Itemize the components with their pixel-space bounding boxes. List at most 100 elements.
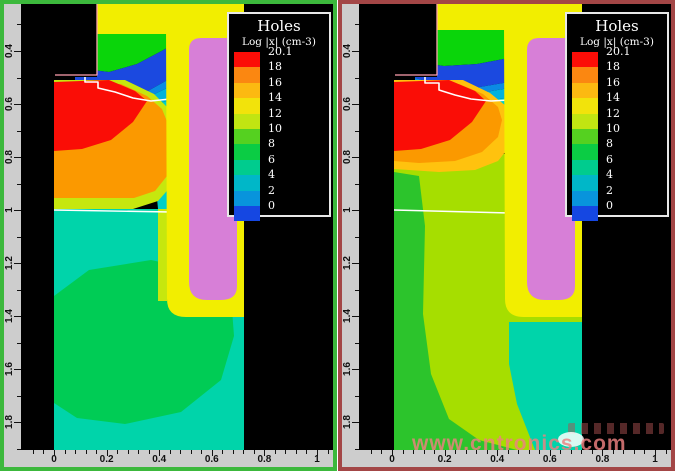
- x-tick: [602, 450, 604, 456]
- legend-swatch: [572, 190, 598, 206]
- legend-value: 12: [268, 106, 282, 120]
- y-tick-label: 1.8: [342, 415, 353, 430]
- y-minor-tick: [17, 24, 21, 26]
- x-minor-tick: [528, 450, 530, 454]
- x-minor-tick: [232, 450, 234, 454]
- gate-poly: [189, 38, 237, 300]
- simulation-panel-right: 0.4 0.6 0.8 1 1.2 1.4 1.6 1.8 Holes Log |x| (cm…: [338, 0, 675, 471]
- x-tick-label: 0.4: [152, 454, 167, 465]
- legend-swatch: [572, 113, 598, 129]
- legend-title: Holes: [595, 17, 639, 35]
- legend-entries: 20.1 18 16 14 12 10 8 6 4 2 0: [572, 45, 667, 222]
- legend-row: 2: [234, 184, 329, 206]
- y-tick-label: 1.4: [342, 309, 353, 324]
- x-minor-tick: [327, 450, 329, 454]
- legend-row: 6: [572, 153, 667, 176]
- x-minor-tick: [623, 450, 625, 454]
- legend-row: 16: [234, 76, 329, 99]
- legend-swatch: [234, 67, 260, 83]
- x-tick: [264, 450, 266, 456]
- y-tick-label: 1.8: [4, 415, 15, 430]
- legend-subtitle: Log |x| (cm-3): [580, 36, 654, 48]
- legend-row: 12: [234, 107, 329, 129]
- y-minor-tick: [355, 289, 359, 291]
- x-minor-tick: [665, 450, 667, 454]
- legend-row: 4: [572, 168, 667, 191]
- x-tick: [54, 450, 55, 456]
- y-minor-tick: [17, 77, 21, 79]
- accumulation-strip: [158, 209, 167, 301]
- legend-swatch: [572, 159, 598, 176]
- y-tick-label: 1.4: [4, 309, 15, 324]
- legend-row: 10: [234, 122, 329, 145]
- contact-outline: [55, 4, 98, 76]
- x-minor-tick: [222, 450, 224, 454]
- legend-swatch: [234, 113, 260, 129]
- x-tick-label: 0.6: [204, 454, 219, 465]
- legend-row: 12: [572, 107, 667, 129]
- y-tick-label: 1.2: [4, 256, 15, 271]
- x-minor-tick: [434, 450, 436, 454]
- y-tick-label: 1.6: [342, 362, 353, 377]
- y-tick-label: 0.4: [4, 44, 15, 58]
- legend-swatch: [234, 159, 260, 176]
- y-minor-tick: [17, 130, 21, 132]
- legend-row: 18: [572, 60, 667, 83]
- x-tick: [655, 450, 656, 456]
- x-minor-tick: [85, 450, 87, 454]
- y-minor-tick: [355, 130, 359, 132]
- x-minor-tick: [581, 450, 583, 454]
- y-tick: [352, 104, 359, 106]
- legend-row: 8: [572, 137, 667, 160]
- depletion-contour: [75, 75, 171, 102]
- contour-plot-left: [21, 4, 333, 450]
- source-contact: [394, 4, 437, 77]
- legend-row: 6: [234, 153, 329, 176]
- legend-value: 4: [606, 168, 613, 182]
- x-tick-label: 0.4: [490, 454, 505, 465]
- legend-swatch: [234, 144, 260, 160]
- legend-swatch: [572, 67, 598, 83]
- x-tick: [497, 450, 499, 456]
- under-trench-teal: [509, 322, 582, 450]
- legend-value: 12: [606, 106, 620, 120]
- legend-row: 8: [234, 137, 329, 160]
- legend-row: 2: [572, 184, 667, 206]
- y-minor-tick: [17, 395, 21, 397]
- x-tick-label: 0.2: [99, 454, 114, 465]
- y-tick: [352, 51, 359, 52]
- contour-plot-right: [359, 4, 671, 450]
- gate-poly: [527, 38, 575, 300]
- legend-swatch: [572, 98, 598, 114]
- y-tick: [352, 157, 359, 159]
- x-minor-tick: [560, 450, 562, 454]
- y-minor-tick: [17, 183, 21, 185]
- channel-green: [415, 28, 509, 66]
- plot-area-left: Holes Log |x| (cm-3) 20.1 18 16 14 12 10 8 6 4 2 0: [21, 4, 333, 450]
- x-minor-tick: [127, 450, 129, 454]
- x-tick-label: 0: [51, 454, 57, 465]
- y-tick: [352, 263, 359, 265]
- legend-entries: 20.1 18 16 14 12 10 8 6 4 2 0: [234, 45, 329, 222]
- x-axis-right: 0 0.2 0.4 0.6 0.8 1: [342, 450, 671, 467]
- legend-box: Holes Log |x| (cm-3) 20.1 18 16 14 12 10 8 6 4 2 0: [565, 12, 669, 222]
- x-minor-tick: [274, 450, 276, 454]
- y-minor-tick: [355, 77, 359, 79]
- x-tick: [211, 450, 213, 456]
- x-minor-tick: [75, 450, 77, 454]
- x-tick-label: 1: [314, 454, 320, 465]
- legend-value: 10: [606, 121, 620, 135]
- y-tick-label: 0.4: [342, 44, 353, 58]
- legend-row: 14: [572, 91, 667, 114]
- y-tick: [352, 316, 359, 318]
- legend-swatch: [234, 98, 260, 114]
- simulation-panel-left: 0.4 0.6 0.8 1 1.2 1.4 1.6 1.8 Holes Log |x| (cm…: [0, 0, 337, 471]
- legend-value: 14: [606, 91, 620, 105]
- legend-swatch: [234, 205, 260, 222]
- legend-value: 0: [268, 198, 275, 212]
- x-tick: [549, 450, 551, 456]
- left-green-column: [394, 172, 517, 450]
- legend-value: 2: [606, 183, 613, 197]
- x-minor-tick: [64, 450, 66, 454]
- mask-left: [359, 4, 394, 450]
